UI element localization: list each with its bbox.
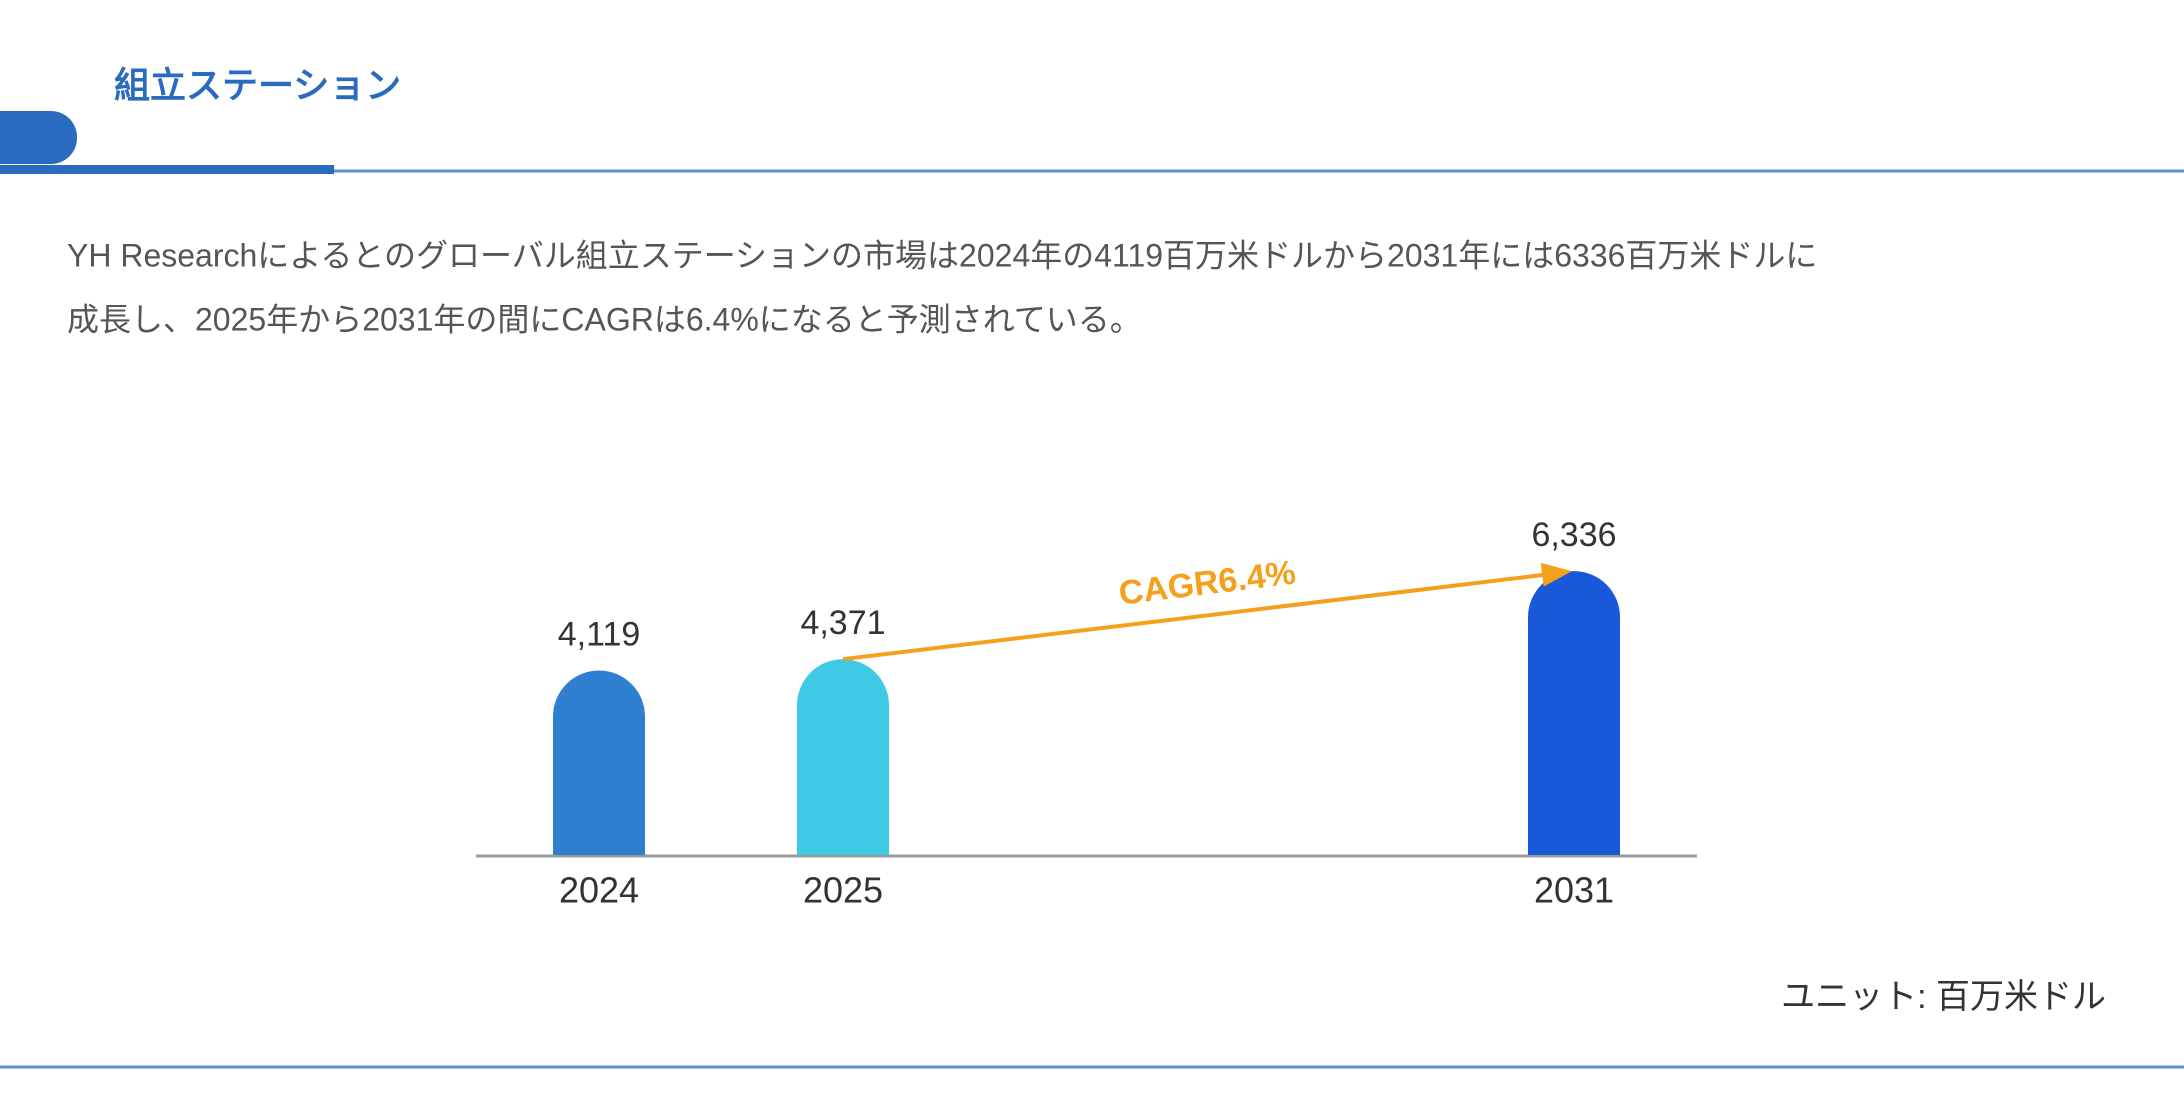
value-label: 4,119 <box>558 615 641 653</box>
cagr-label: CAGR6.4% <box>1117 554 1298 613</box>
bar <box>553 670 645 855</box>
bar <box>1528 571 1620 855</box>
description-line: 成長し、2025年から2031年の間にCAGRは6.4%になると予測されている。 <box>67 301 1142 337</box>
x-tick-label: 2024 <box>559 870 639 911</box>
x-tick-label: 2031 <box>1534 870 1614 911</box>
unit-label: ユニット: 百万米ドル <box>1781 978 2106 1016</box>
value-label: 6,336 <box>1531 516 1616 554</box>
bar <box>797 659 890 855</box>
arrow-head <box>1540 562 1572 587</box>
description-line: YH Researchによるとのグローバル組立ステーションの市場は2024年の4… <box>67 237 1817 273</box>
cagr-arrow <box>842 572 1551 662</box>
x-tick-label: 2025 <box>803 870 883 911</box>
section-title: 組立ステーション <box>114 65 401 106</box>
tab-pill <box>0 111 77 164</box>
value-label: 4,371 <box>800 604 885 642</box>
tab-underline <box>0 165 334 174</box>
